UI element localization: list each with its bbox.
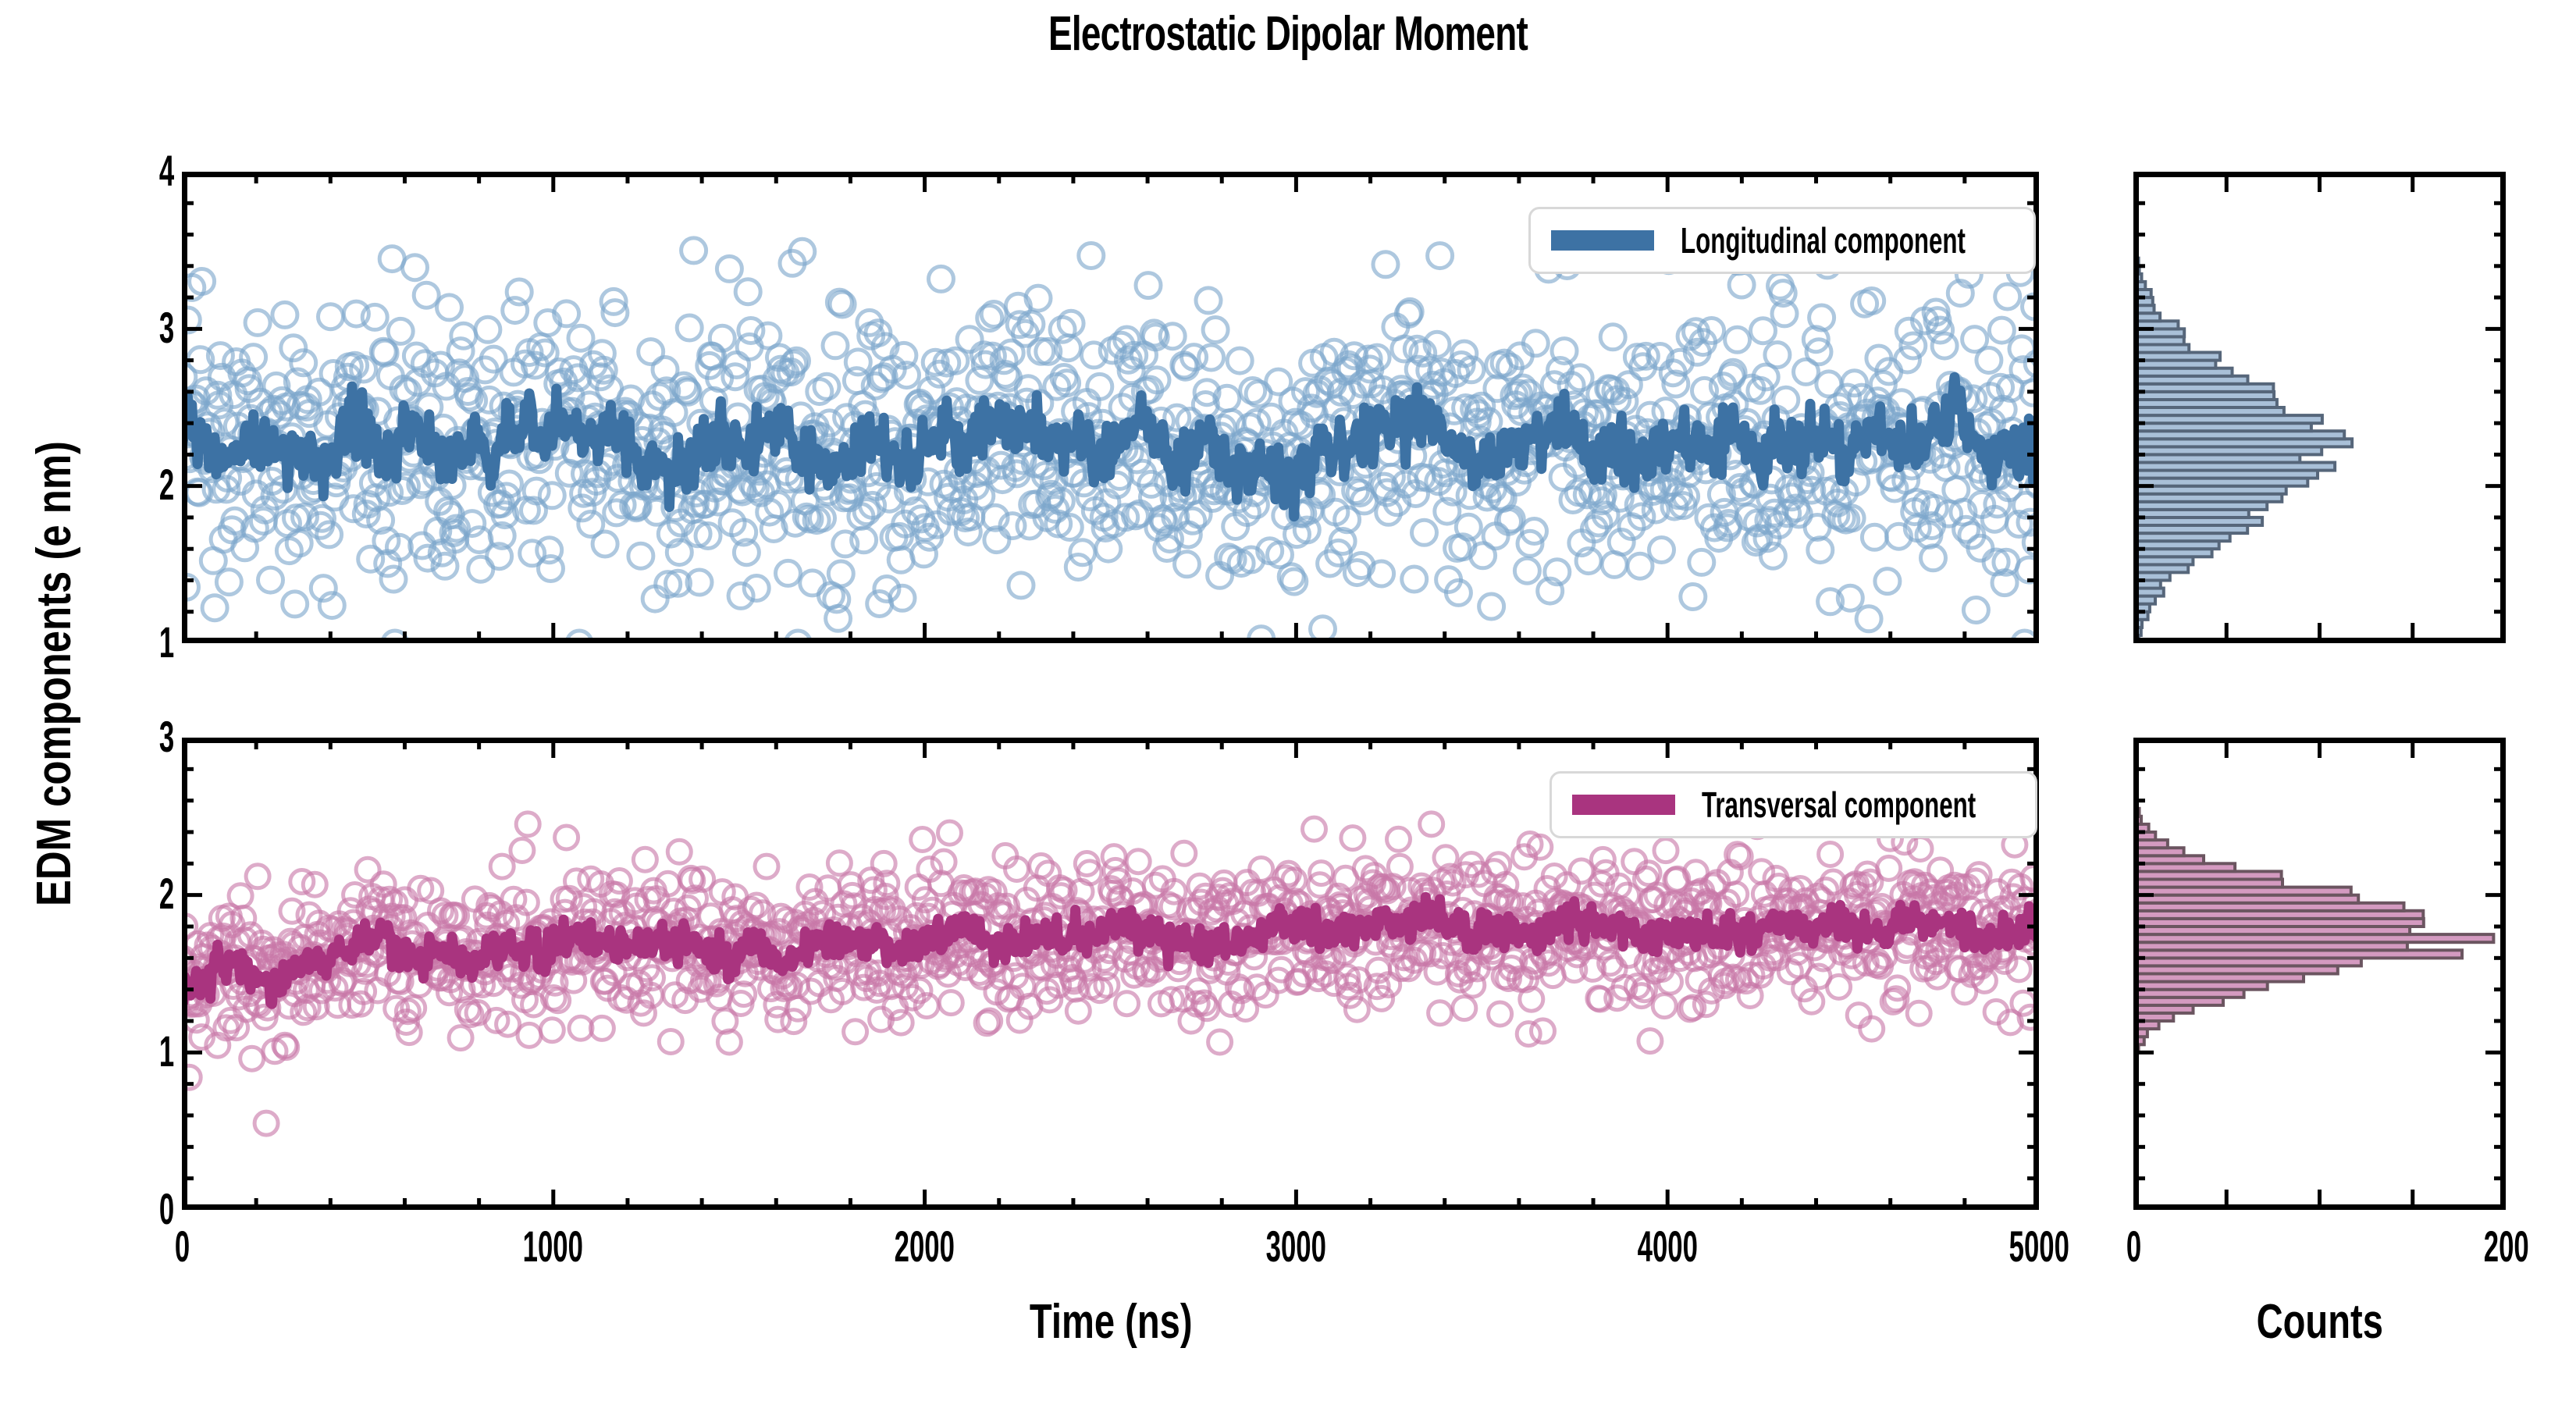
x-axis-label-hist: Counts xyxy=(2256,1295,2383,1349)
hist-x-tick-label: 0 xyxy=(2126,1222,2141,1271)
longitudinal-histogram-panel xyxy=(2133,172,2506,643)
x-tick-label: 1000 xyxy=(522,1222,584,1271)
legend-label-transversal: Transversal component xyxy=(1702,784,1976,825)
figure-title: Electrostatic Dipolar Moment xyxy=(1048,7,1528,61)
hist-x-tick-label: 200 xyxy=(2483,1222,2529,1271)
y-tick-label: 3 xyxy=(158,302,174,352)
x-tick-label: 0 xyxy=(174,1222,190,1271)
legend-transversal[interactable]: Transversal component xyxy=(1550,771,2037,838)
x-tick-label: 5000 xyxy=(2008,1222,2069,1271)
y-tick-label: 3 xyxy=(158,711,174,761)
legend-label-longitudinal: Longitudinal component xyxy=(1681,220,1966,261)
x-tick-label: 2000 xyxy=(894,1222,955,1271)
x-axis-label-main: Time (ns) xyxy=(1029,1295,1193,1349)
y-tick-label: 0 xyxy=(158,1183,174,1233)
y-tick-label: 2 xyxy=(158,869,174,919)
legend-longitudinal[interactable]: Longitudinal component xyxy=(1528,207,2036,274)
x-tick-label: 3000 xyxy=(1265,1222,1326,1271)
y-axis-label: EDM components (e nm) xyxy=(27,441,81,907)
legend-swatch-transversal xyxy=(1572,795,1675,815)
y-tick-label: 4 xyxy=(158,145,174,195)
y-tick-label: 1 xyxy=(158,1026,174,1076)
y-tick-label: 2 xyxy=(158,460,174,510)
y-tick-label: 1 xyxy=(158,617,174,667)
transversal-histogram-panel xyxy=(2133,738,2506,1210)
legend-swatch-longitudinal xyxy=(1551,230,1654,251)
x-tick-label: 4000 xyxy=(1637,1222,1698,1271)
